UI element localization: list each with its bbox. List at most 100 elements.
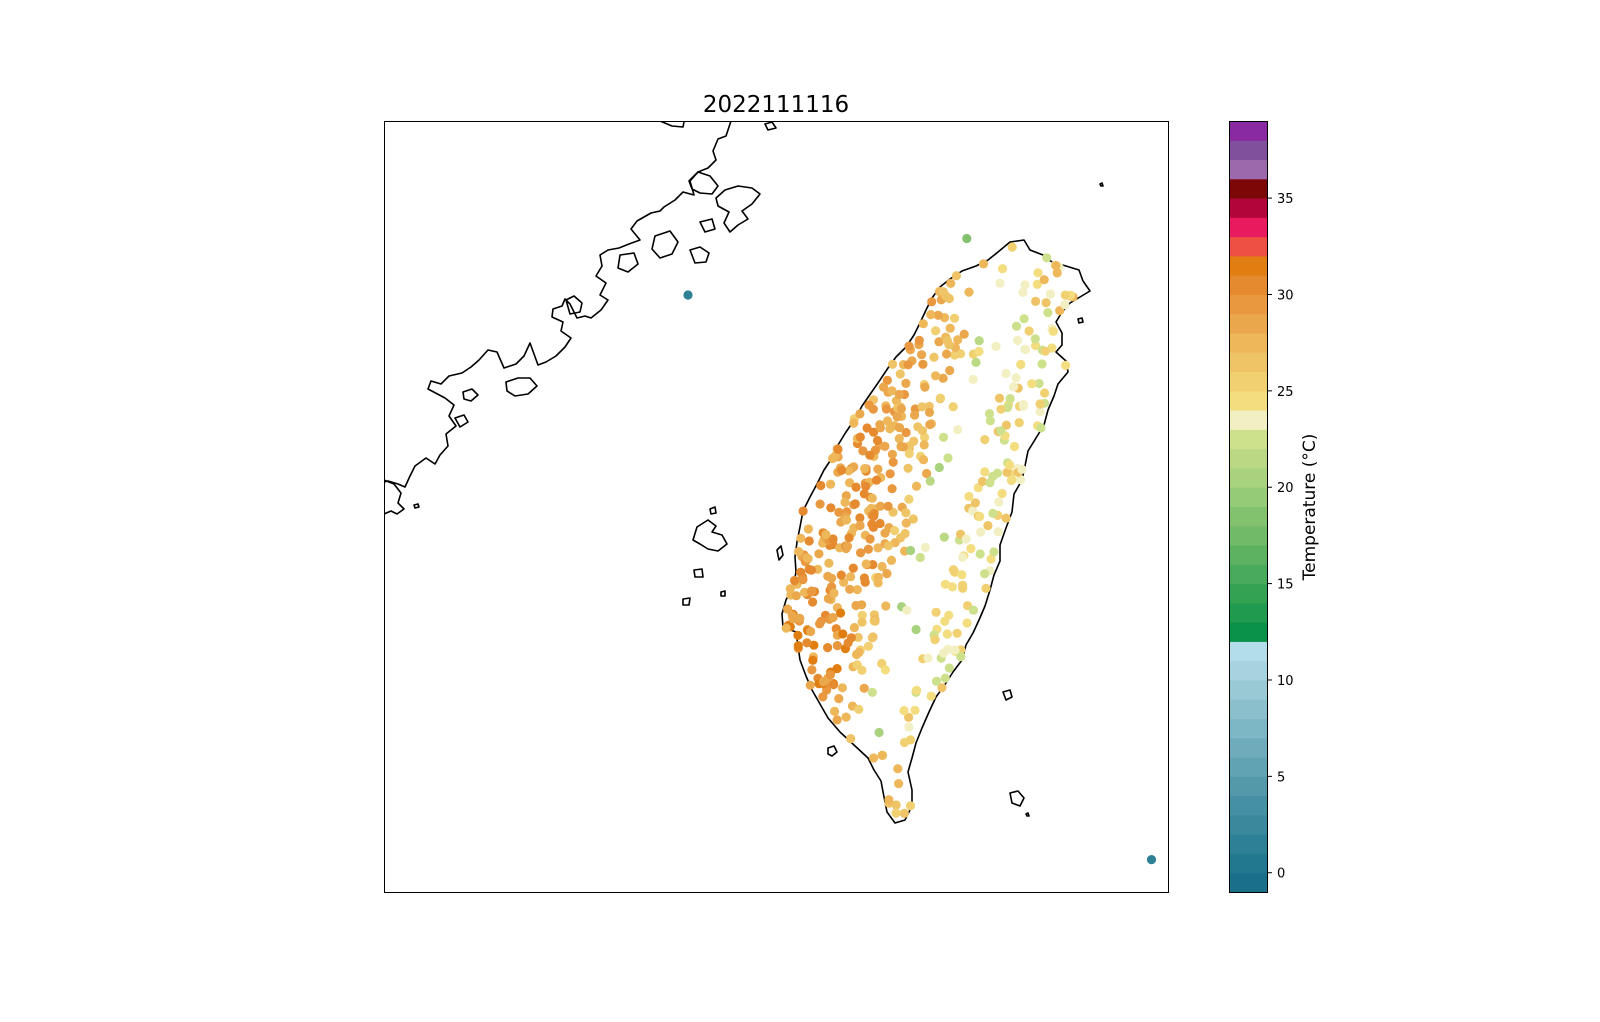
colorbar-swatch: [1229, 198, 1267, 218]
station-marker: [1363, 712, 1372, 721]
station-marker: [875, 423, 886, 433]
station-marker: [1041, 298, 1051, 308]
station-marker: [994, 497, 1004, 507]
station-marker: [914, 335, 924, 345]
station-marker: [945, 323, 955, 333]
station-marker: [836, 570, 846, 580]
station-marker: [785, 584, 795, 594]
station-marker: [917, 402, 927, 412]
station-marker: [840, 497, 850, 507]
colorbar-ticks: 0 5 10 15 20 25 30 35: [1267, 192, 1294, 882]
station-marker: [912, 685, 922, 695]
station-marker: [838, 629, 848, 639]
station-marker: [849, 418, 859, 428]
station-marker: [901, 378, 911, 388]
station-marker: [950, 645, 960, 655]
island-south-3: [454, 414, 469, 428]
station-marker: [1398, 806, 1407, 815]
station-marker: [859, 489, 869, 499]
station-marker: [849, 623, 860, 633]
station-marker: [929, 352, 939, 362]
colorbar-tick-label: 0: [1277, 867, 1285, 882]
station-marker: [832, 715, 842, 725]
station-marker: [800, 587, 810, 597]
station-marker: [911, 624, 921, 635]
station-marker: [892, 412, 902, 422]
station-marker: [911, 481, 922, 491]
station-marker: [816, 480, 826, 491]
station-marker: [980, 435, 990, 445]
island-haitan: [688, 171, 719, 195]
station-marker: [953, 425, 963, 435]
station-marker: [816, 616, 826, 626]
station-marker: [855, 432, 865, 442]
station-marker: [1276, 806, 1285, 815]
station-marker: [804, 564, 814, 575]
colorbar-swatch: [1229, 178, 1267, 199]
station-marker: [988, 508, 998, 518]
station-marker: [931, 371, 941, 381]
station-marker: [1032, 964, 1041, 973]
colorbar-frame: [1229, 121, 1268, 893]
station-marker: [941, 291, 951, 301]
station-marker: [853, 632, 863, 643]
station-marker: [986, 554, 996, 564]
station-marker: [1032, 279, 1042, 289]
station-marker: [823, 643, 833, 653]
station-marker: [962, 618, 972, 628]
station-marker: [1011, 373, 1021, 383]
station-marker: [903, 463, 913, 473]
station-marker: [857, 665, 867, 675]
colorbar-swatch: [1229, 140, 1267, 161]
station-marker: [1031, 296, 1041, 306]
station-marker: [908, 514, 918, 524]
station-marker: [894, 779, 904, 789]
station-marker: [1033, 268, 1043, 278]
station-marker: [1015, 474, 1026, 485]
station-marker: [930, 635, 940, 645]
station-marker: [904, 712, 914, 723]
station-marker: [871, 475, 882, 485]
station-marker: [867, 493, 877, 503]
station-marker: [881, 601, 891, 611]
colorbar-swatch: [1229, 834, 1267, 854]
penghu-south-3: [720, 590, 726, 597]
station-marker: [857, 617, 867, 627]
colorbar-swatch: [1229, 217, 1267, 238]
station-marker: [833, 444, 843, 454]
colorbar-swatch: [1229, 564, 1267, 585]
station-marker: [834, 507, 844, 517]
station-marker: [904, 448, 914, 459]
station-marker: [1001, 368, 1011, 379]
station-marker: [1037, 359, 1047, 369]
station-marker: [873, 543, 883, 553]
station-marker: [942, 629, 952, 639]
station-marker: [1001, 420, 1012, 430]
station-marker: [874, 727, 884, 738]
colorbar-swatch: [1229, 814, 1267, 835]
station-marker: [984, 409, 995, 419]
station-marker: [1060, 290, 1070, 300]
colorbar-tick-label: 20: [1277, 481, 1294, 496]
station-marker: [922, 468, 932, 479]
station-marker: [975, 549, 985, 559]
station-marker: [859, 573, 870, 583]
station-marker: [804, 536, 814, 546]
station-marker: [934, 337, 944, 347]
station-marker: [938, 432, 949, 442]
station-marker: [1014, 418, 1024, 428]
penghu-main: [692, 519, 728, 552]
colorbar-tick-label: 10: [1277, 674, 1294, 689]
station-marker: [926, 310, 936, 320]
station-marker: [830, 706, 840, 717]
station-marker: [861, 481, 871, 491]
station-marker: [683, 290, 693, 300]
colorbar-label: Temperature (°C): [1300, 434, 1320, 582]
station-marker: [1018, 287, 1028, 297]
station-marker: [978, 259, 989, 269]
station-marker: [1040, 388, 1050, 398]
station-marker: [985, 416, 995, 426]
colorbar-tick-label: 30: [1277, 288, 1294, 303]
station-marker: [894, 389, 904, 400]
station-marker: [855, 409, 865, 419]
